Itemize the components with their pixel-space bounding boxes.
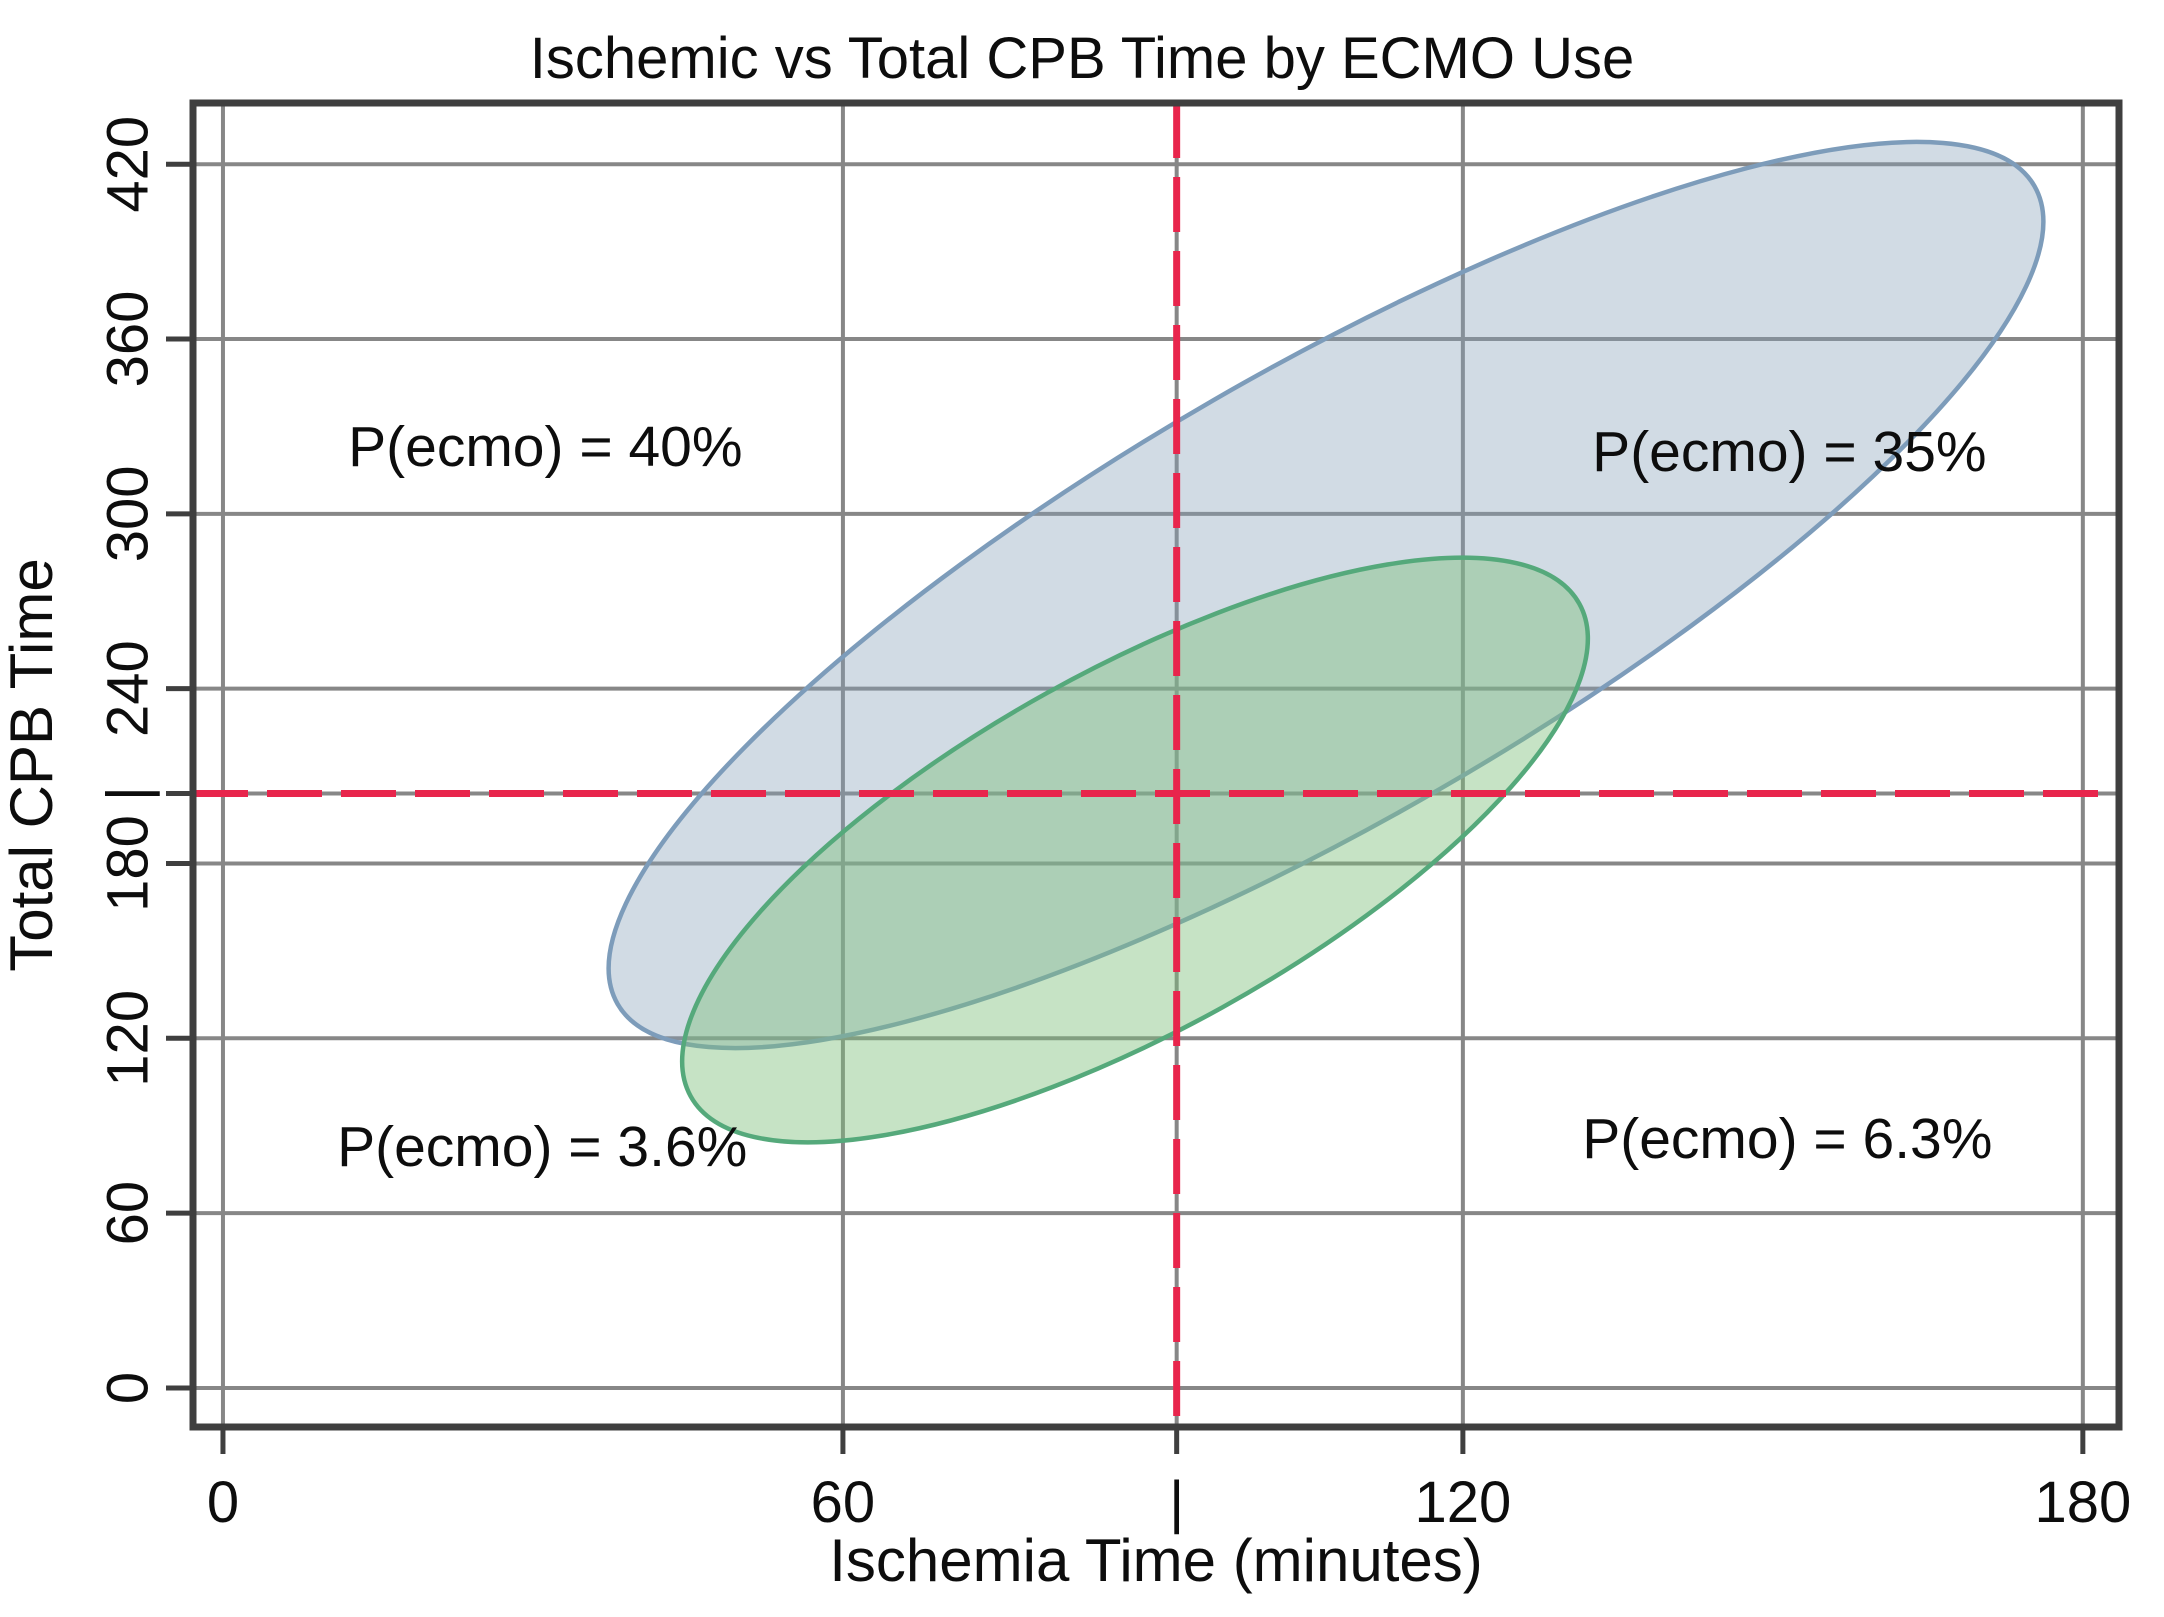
y-tick-label-180: 180 bbox=[96, 815, 161, 912]
x-tick-label-60: 60 bbox=[811, 1470, 876, 1535]
y-tick-label-0: 0 bbox=[96, 1372, 161, 1404]
y-tick-label-300: 300 bbox=[96, 465, 161, 562]
y-tick-label-120: 120 bbox=[96, 990, 161, 1087]
y-tick-label-360: 360 bbox=[96, 291, 161, 388]
ellipse-blue-group bbox=[606, 139, 2046, 1051]
x-tick-label-0: 0 bbox=[207, 1470, 239, 1535]
x-axis-title: Ischemia Time (minutes) bbox=[829, 1527, 1483, 1594]
quadrant-label-2: P(ecmo) = 3.6% bbox=[337, 1115, 747, 1179]
y-tick-label-420: 420 bbox=[96, 116, 161, 213]
quadrant-label-3: P(ecmo) = 6.3% bbox=[1582, 1107, 1992, 1171]
x-tick-label-92.3: | bbox=[1169, 1470, 1184, 1535]
y-tick-label-60: 60 bbox=[96, 1181, 161, 1246]
x-tick-label-180: 180 bbox=[2034, 1470, 2131, 1535]
plot-area: P(ecmo) = 40% P(ecmo) = 35% P(ecmo) = 3.6%… bbox=[96, 99, 2131, 1535]
chart-title: Ischemic vs Total CPB Time by ECMO Use bbox=[530, 26, 1634, 91]
quadrant-label-1: P(ecmo) = 35% bbox=[1592, 420, 1986, 484]
ellipse-green-group bbox=[679, 555, 1591, 1145]
y-axis-title: Total CPB Time bbox=[0, 558, 65, 971]
plot-frame bbox=[189, 99, 2123, 1431]
y-tick-label-240: 240 bbox=[96, 640, 161, 737]
x-tick-label-120: 120 bbox=[1414, 1470, 1511, 1535]
quadrant-label-0: P(ecmo) = 40% bbox=[348, 415, 742, 479]
y-tick-label-204: | bbox=[96, 786, 161, 801]
